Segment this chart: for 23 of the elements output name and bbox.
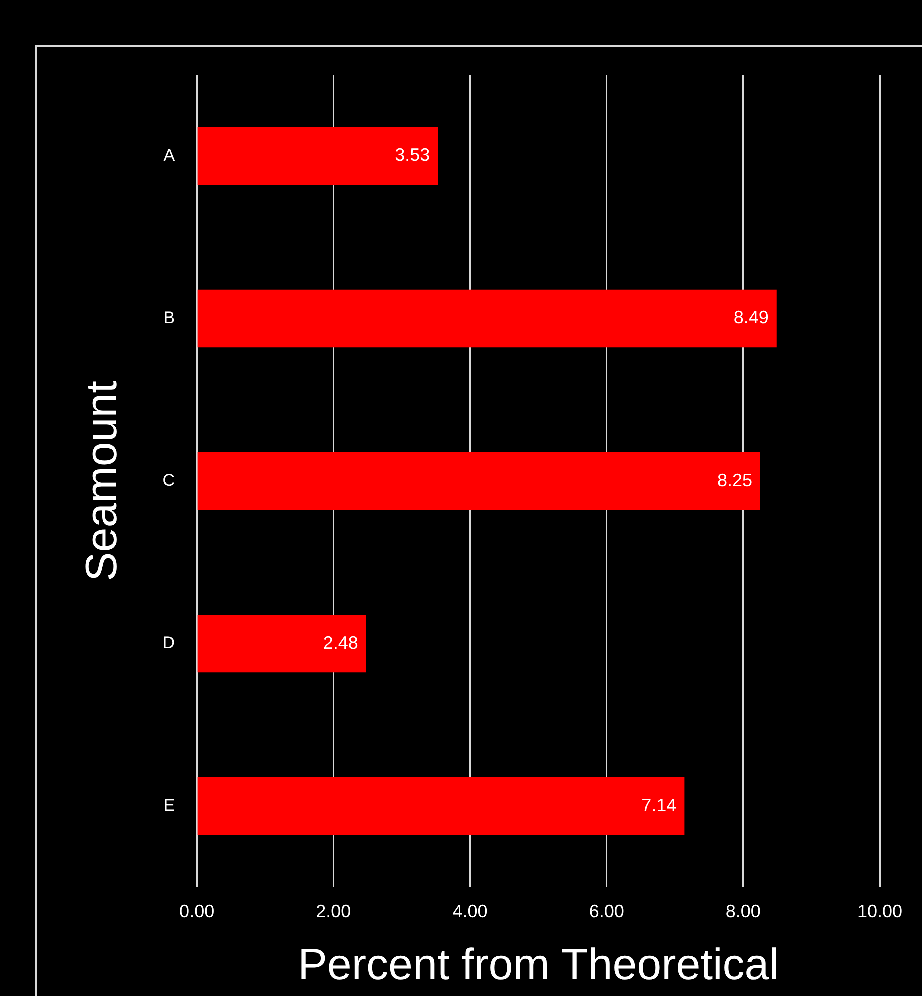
y-tick-label: D	[162, 634, 176, 653]
x-tick-label: 10.00	[857, 901, 903, 922]
x-tick-label: 0.00	[180, 901, 215, 922]
data-label: 8.25	[717, 470, 752, 490]
x-tick-label: 4.00	[452, 901, 488, 922]
y-tick-label: E	[164, 796, 176, 816]
data-label: 8.49	[734, 308, 769, 328]
bar	[198, 290, 777, 348]
y-tick-label: A	[164, 146, 176, 165]
bar	[198, 777, 685, 836]
y-tick-label: B	[164, 308, 176, 328]
data-label: 7.14	[642, 795, 677, 816]
y-axis-title: Seamount	[78, 381, 127, 582]
y-tick-label: C	[162, 470, 176, 490]
bar	[198, 452, 760, 510]
bar	[198, 127, 438, 186]
bar	[198, 614, 366, 673]
x-tick-label: 8.00	[726, 901, 761, 922]
data-label: 2.48	[323, 632, 358, 653]
x-axis-title: Percent from Theoretical	[298, 940, 780, 990]
data-label: 3.53	[395, 145, 430, 166]
x-tick-label: 6.00	[589, 901, 624, 922]
x-tick-label: 2.00	[316, 901, 352, 922]
